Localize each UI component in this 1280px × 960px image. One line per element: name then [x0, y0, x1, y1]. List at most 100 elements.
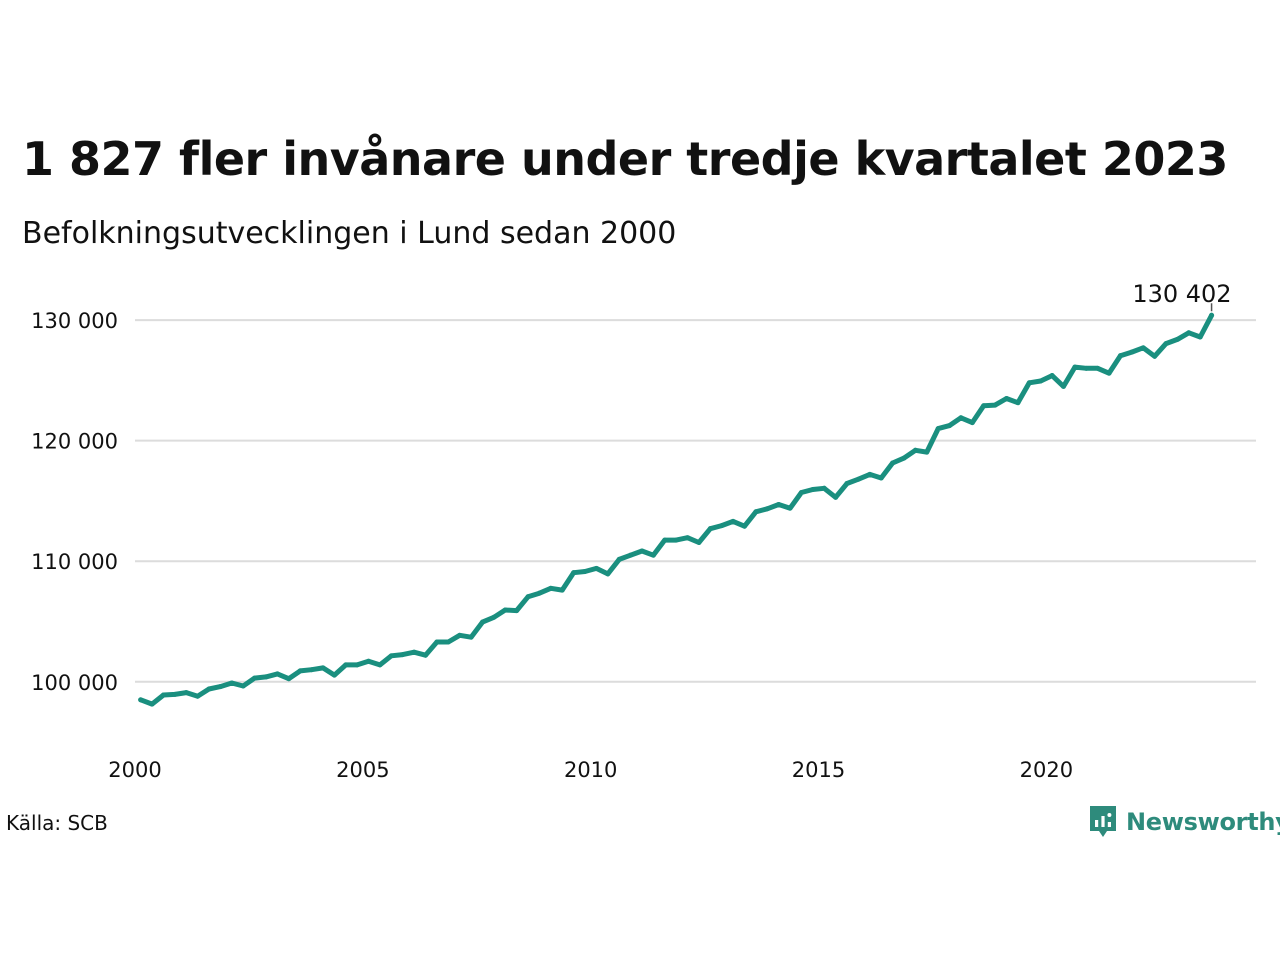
- data-point: [1083, 365, 1089, 371]
- data-point: [331, 672, 337, 678]
- data-point: [183, 690, 189, 696]
- data-point: [309, 667, 315, 673]
- data-point: [343, 662, 349, 668]
- grid-lines: [135, 319, 1256, 683]
- newsworthy-logo-icon: [1090, 806, 1116, 837]
- data-point: [1049, 373, 1055, 379]
- data-point: [1152, 353, 1158, 359]
- data-point: [423, 652, 429, 658]
- data-point: [1197, 334, 1203, 340]
- x-tick-label: 2015: [792, 758, 845, 782]
- data-point: [138, 697, 144, 703]
- data-point: [662, 537, 668, 543]
- data-point: [229, 680, 235, 686]
- x-tick-label: 2020: [1020, 758, 1073, 782]
- data-point: [502, 607, 508, 613]
- y-axis-ticks: 100 000 110 000 120 000 130 000: [31, 309, 118, 695]
- data-point: [457, 632, 463, 638]
- data-point: [320, 665, 326, 671]
- chart-subtitle: Befolkningsutvecklingen i Lund sedan 200…: [22, 216, 677, 251]
- data-point: [890, 460, 896, 466]
- data-point: [377, 662, 383, 668]
- annotation-layer: 130 402: [1132, 280, 1232, 312]
- source-note: Källa: SCB: [6, 811, 108, 835]
- data-point: [479, 619, 485, 625]
- y-tick-label: 110 000: [31, 550, 118, 574]
- end-value-label: 130 402: [1132, 280, 1231, 308]
- data-point: [366, 658, 372, 664]
- data-point: [1106, 370, 1112, 376]
- data-point: [764, 506, 770, 512]
- data-point: [252, 675, 258, 681]
- data-point: [673, 537, 679, 543]
- data-point: [1015, 400, 1021, 406]
- data-point: [1072, 364, 1078, 370]
- data-point: [1095, 365, 1101, 371]
- data-point: [1129, 349, 1135, 355]
- data-point: [912, 447, 918, 453]
- brand-logo: Newsworthy: [1088, 804, 1280, 840]
- y-tick-label: 120 000: [31, 430, 118, 454]
- data-point: [1209, 312, 1215, 318]
- data-point: [491, 614, 497, 620]
- x-tick-label: 2010: [564, 758, 617, 782]
- data-point: [445, 639, 451, 645]
- data-point: [1060, 383, 1066, 389]
- data-point: [525, 594, 531, 600]
- data-point: [810, 486, 816, 492]
- data-point: [981, 403, 987, 409]
- data-point: [992, 402, 998, 408]
- data-point: [787, 505, 793, 511]
- data-point: [867, 471, 873, 477]
- data-point: [388, 653, 394, 659]
- data-point: [240, 683, 246, 689]
- data-point: [616, 556, 622, 562]
- data-point: [707, 526, 713, 532]
- data-point: [286, 676, 292, 682]
- data-point: [411, 649, 417, 655]
- data-point: [274, 671, 280, 677]
- data-point: [958, 415, 964, 421]
- data-point: [650, 552, 656, 558]
- y-tick-label: 130 000: [31, 309, 118, 333]
- data-point: [878, 475, 884, 481]
- data-point: [195, 693, 201, 699]
- data-point: [947, 423, 953, 429]
- data-point: [548, 585, 554, 591]
- data-point: [924, 449, 930, 455]
- data-point: [1186, 330, 1192, 336]
- data-point: [217, 684, 223, 690]
- data-point: [559, 587, 565, 593]
- data-point: [696, 540, 702, 546]
- x-tick-label: 2005: [336, 758, 389, 782]
- data-point: [297, 668, 303, 674]
- data-point: [263, 674, 269, 680]
- data-point: [400, 652, 406, 658]
- data-point: [354, 662, 360, 668]
- data-point: [730, 518, 736, 524]
- data-point: [514, 608, 520, 614]
- data-point: [798, 489, 804, 495]
- data-point: [719, 523, 725, 529]
- data-point: [821, 485, 827, 491]
- data-point: [833, 494, 839, 500]
- data-point: [639, 548, 645, 554]
- data-point: [1117, 353, 1123, 359]
- series-layer: [138, 312, 1215, 707]
- data-point: [536, 590, 542, 596]
- chart-title: 1 827 fler invånare under tredje kvartal…: [22, 132, 1228, 186]
- data-point: [776, 502, 782, 508]
- data-point: [855, 476, 861, 482]
- data-point: [1038, 378, 1044, 384]
- y-tick-label: 100 000: [31, 671, 118, 695]
- data-point: [582, 568, 588, 574]
- data-point: [149, 701, 155, 707]
- data-point: [844, 480, 850, 486]
- data-point: [901, 455, 907, 461]
- data-point: [1026, 380, 1032, 386]
- data-point: [468, 634, 474, 640]
- data-point: [741, 523, 747, 529]
- data-point: [753, 509, 759, 515]
- data-point: [685, 535, 691, 541]
